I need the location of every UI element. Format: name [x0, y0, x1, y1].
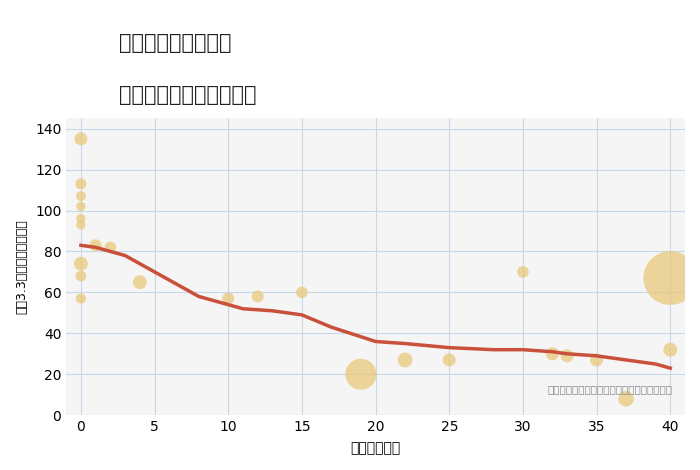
Point — [90, 242, 101, 249]
Text: 築年数別中古戸建て価格: 築年数別中古戸建て価格 — [119, 85, 256, 105]
Point — [134, 278, 146, 286]
Point — [665, 274, 676, 282]
Point — [400, 356, 411, 364]
X-axis label: 築年数（年）: 築年数（年） — [351, 441, 400, 455]
Point — [76, 215, 87, 222]
Point — [76, 260, 87, 267]
Point — [356, 370, 367, 378]
Point — [561, 352, 573, 360]
Point — [665, 346, 676, 353]
Text: 兵庫県姫路市本町の: 兵庫県姫路市本町の — [119, 33, 232, 53]
Point — [517, 268, 528, 276]
Point — [223, 295, 234, 302]
Point — [76, 192, 87, 200]
Point — [76, 221, 87, 228]
Point — [105, 243, 116, 251]
Point — [76, 203, 87, 210]
Point — [76, 272, 87, 280]
Point — [547, 350, 558, 358]
Point — [444, 356, 455, 364]
Point — [296, 289, 307, 296]
Point — [252, 293, 263, 300]
Point — [76, 180, 87, 188]
Point — [76, 295, 87, 302]
Y-axis label: 坪（3.3㎡）単価（万円）: 坪（3.3㎡）単価（万円） — [15, 219, 28, 314]
Point — [620, 395, 631, 403]
Point — [591, 356, 602, 364]
Text: 円の大きさは、取引のあった物件面積を示す: 円の大きさは、取引のあった物件面積を示す — [547, 384, 673, 394]
Point — [76, 135, 87, 142]
